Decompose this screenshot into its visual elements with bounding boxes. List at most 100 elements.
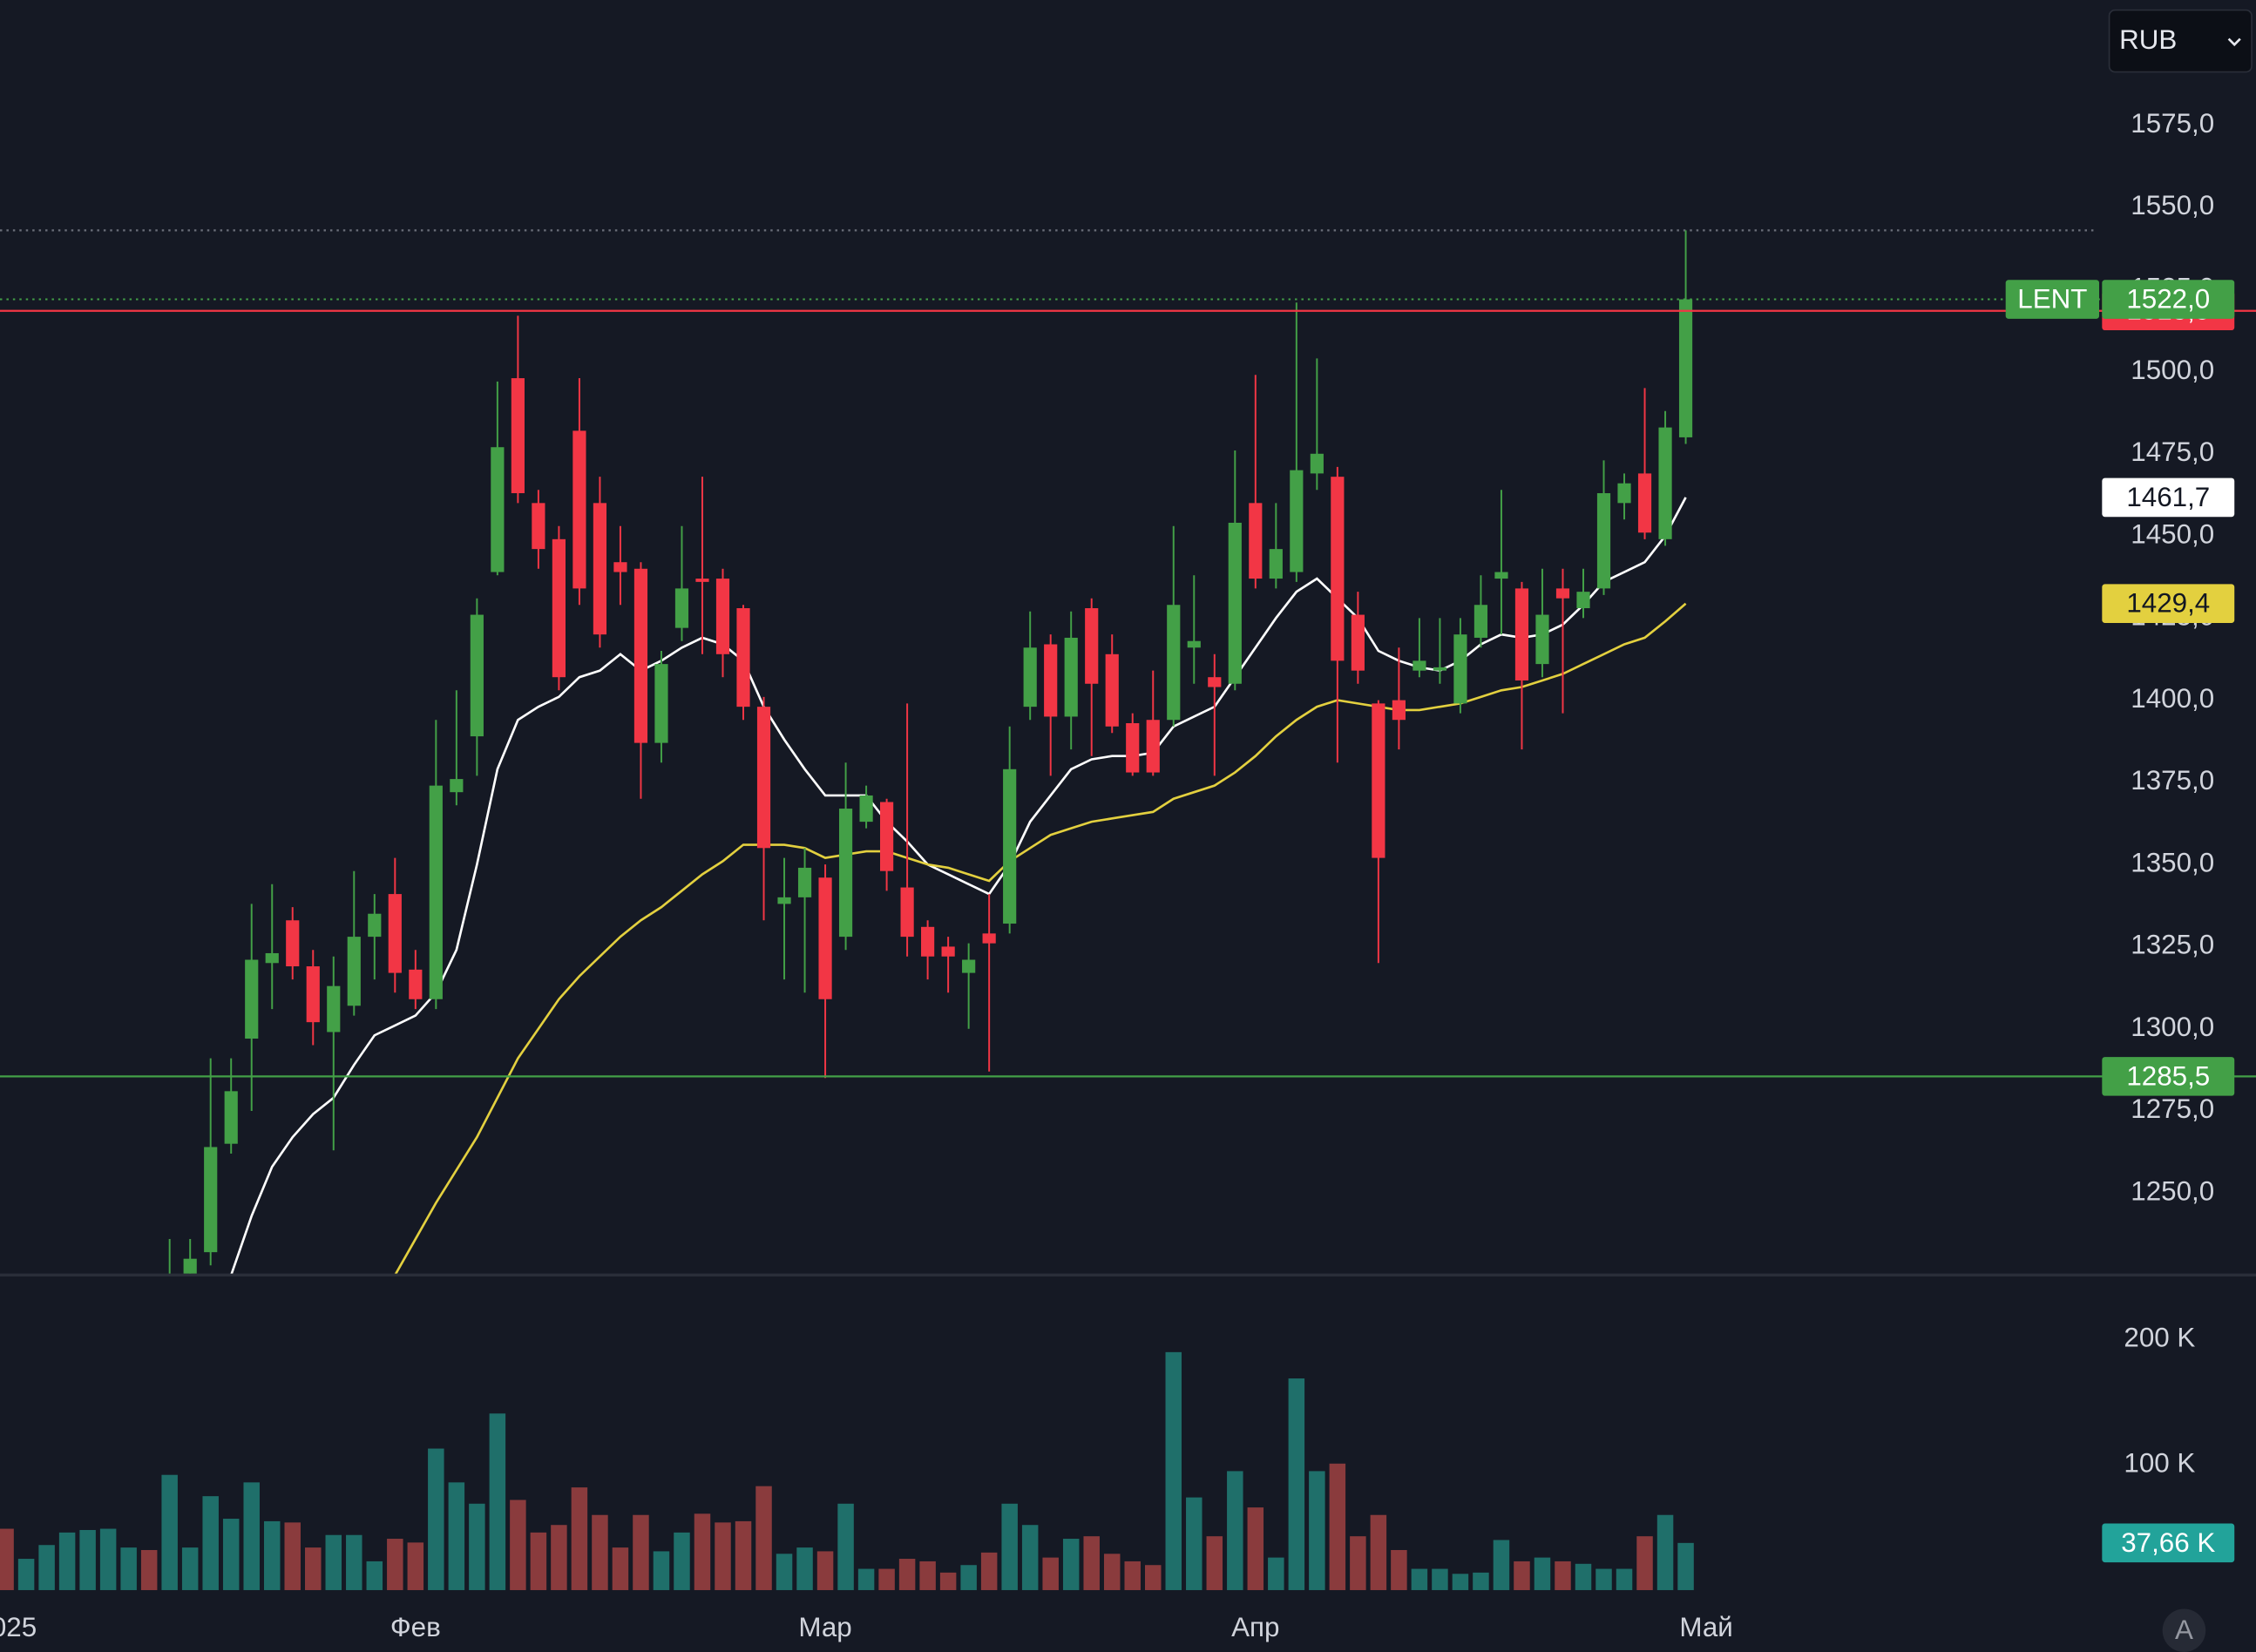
- candle-body: [859, 795, 873, 823]
- badge-label: 37,66 K: [2121, 1527, 2215, 1558]
- volume-bar: [1473, 1572, 1489, 1590]
- candle-body: [327, 985, 341, 1032]
- volume-bar: [510, 1500, 526, 1590]
- volume-bar: [551, 1525, 567, 1590]
- volume-bar: [489, 1413, 506, 1590]
- volume-bar: [1432, 1568, 1448, 1590]
- auto-scale-button[interactable]: A: [2162, 1608, 2206, 1652]
- volume-bar: [816, 1551, 834, 1590]
- candle-body: [1535, 614, 1549, 665]
- candle-body: [1413, 660, 1426, 671]
- volume-bar: [305, 1547, 322, 1590]
- auto-scale-label[interactable]: A: [2175, 1615, 2193, 1645]
- x-tick-label: 025: [0, 1612, 37, 1642]
- candle-body: [1126, 722, 1140, 773]
- y-tick-label: 1475,0: [2131, 437, 2214, 467]
- volume-bar: [0, 1528, 14, 1590]
- candle-body: [1269, 549, 1283, 579]
- volume-bar: [1268, 1557, 1284, 1590]
- candle-body: [1617, 483, 1631, 504]
- volume-bar: [407, 1542, 424, 1590]
- volume-tick-label: 100 K: [2124, 1448, 2195, 1479]
- volume-bar: [674, 1532, 690, 1590]
- volume-bar: [1124, 1561, 1141, 1590]
- volume-bar: [1411, 1568, 1428, 1590]
- volume-bar: [99, 1528, 117, 1590]
- volume-bar: [469, 1503, 485, 1590]
- currency-box[interactable]: [2108, 9, 2253, 73]
- badge-label: 1461,7: [2126, 482, 2210, 512]
- candle-body: [1351, 614, 1365, 671]
- volume-bar: [387, 1539, 403, 1590]
- volume-bar: [202, 1496, 219, 1590]
- candle-body: [1331, 477, 1345, 661]
- average-line: [394, 602, 1687, 1274]
- candle-body: [224, 1091, 238, 1144]
- volume-bar: [980, 1552, 998, 1590]
- volume-bar: [1636, 1536, 1653, 1590]
- auto-scale-circle[interactable]: [2162, 1608, 2206, 1652]
- badge-box: [2102, 280, 2235, 319]
- candle-body: [1678, 299, 1693, 437]
- volume-bar: [38, 1545, 55, 1590]
- candle-body: [204, 1147, 218, 1253]
- volume-bar: [346, 1534, 362, 1590]
- badge-box: [2005, 280, 2100, 319]
- y-tick-label: 1325,0: [2131, 930, 2214, 960]
- volume-bar: [878, 1568, 895, 1590]
- y-tick-label: 1550,0: [2131, 190, 2214, 220]
- candle-body: [511, 378, 525, 494]
- candle-body: [1249, 503, 1263, 579]
- candle-body: [388, 894, 402, 973]
- candle-body: [1392, 700, 1406, 721]
- candle-body: [818, 877, 832, 999]
- volume-pane: [0, 1351, 1694, 1590]
- candle-body: [982, 933, 996, 944]
- volume-bar: [694, 1513, 711, 1590]
- candle-body: [1576, 592, 1590, 609]
- candle-body: [532, 503, 545, 550]
- volume-bar: [1391, 1549, 1407, 1590]
- x-tick-label: Апр: [1231, 1612, 1279, 1642]
- volume-bar: [960, 1565, 977, 1590]
- y-tick-label: 1350,0: [2131, 847, 2214, 877]
- volume-bar: [284, 1522, 301, 1590]
- candle-body: [1310, 453, 1324, 474]
- candle-body: [1187, 640, 1201, 648]
- badge-label: LENT: [2017, 283, 2087, 314]
- badge-label: 1429,4: [2126, 588, 2210, 619]
- candle-body: [838, 809, 853, 938]
- volume-bar: [1247, 1507, 1264, 1590]
- volume-bar: [1493, 1540, 1510, 1590]
- candle-body: [1433, 667, 1447, 671]
- candle-body: [265, 952, 279, 964]
- candle-body: [654, 664, 668, 743]
- candle-body: [880, 802, 894, 871]
- chevron[interactable]: [2227, 37, 2241, 47]
- currency-label[interactable]: RUB: [2119, 24, 2177, 55]
- y-tick-label: 1300,0: [2131, 1012, 2214, 1042]
- candle-body: [900, 887, 914, 938]
- price-badge: 37,66 K: [2102, 1523, 2235, 1563]
- candle-body: [1044, 644, 1058, 717]
- price-pane: [0, 229, 2101, 1274]
- volume-bar: [653, 1551, 670, 1590]
- volume-bar: [837, 1503, 854, 1590]
- candle-body: [962, 959, 976, 973]
- volume-bar: [79, 1529, 96, 1590]
- candle-body: [1637, 473, 1652, 533]
- badge-label: 1522,0: [2126, 283, 2210, 314]
- currency-select[interactable]: RUB: [2108, 9, 2253, 73]
- volume-bar: [1145, 1565, 1162, 1590]
- x-tick-label: Май: [1679, 1612, 1732, 1642]
- badge-box: [2102, 584, 2235, 624]
- volume-bar: [243, 1482, 260, 1590]
- candle-body: [1658, 427, 1672, 539]
- volume-bar: [1370, 1514, 1387, 1590]
- volume-bar: [776, 1554, 793, 1590]
- volume-bar: [366, 1561, 383, 1590]
- price-badges: 1518,51285,51461,71429,41522,0LENT37,66 …: [2005, 280, 2235, 1563]
- volume-bar: [1288, 1378, 1305, 1590]
- candle-body: [409, 969, 423, 999]
- volume-bar: [17, 1559, 35, 1590]
